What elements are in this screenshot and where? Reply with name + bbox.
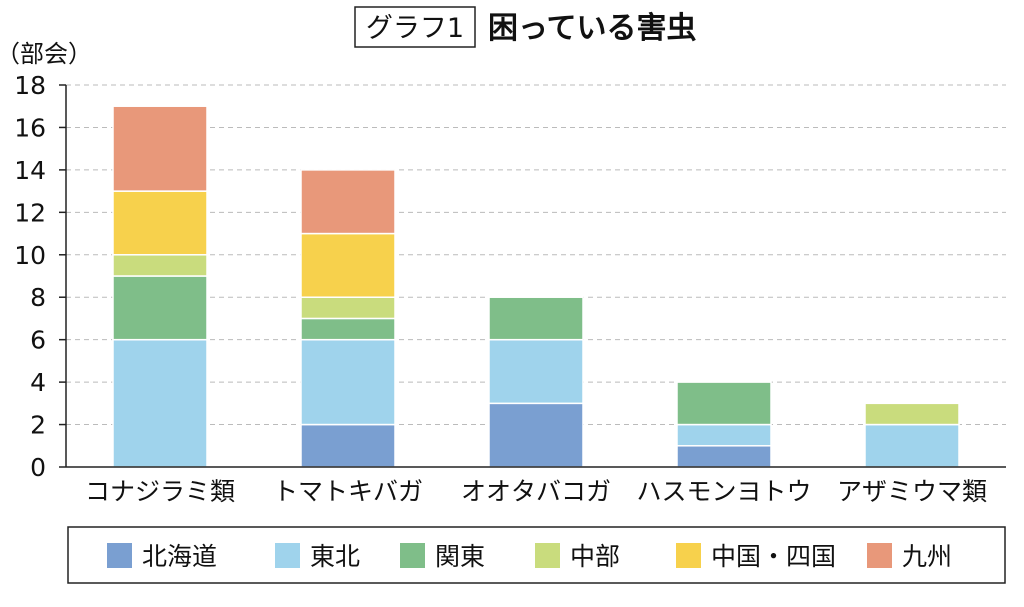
- legend-item: 中国・四国: [676, 542, 836, 571]
- y-tick-label: 8: [30, 283, 46, 312]
- legend-label: 中国・四国: [711, 542, 836, 571]
- legend-item: 中部: [535, 542, 620, 571]
- x-tick-label: ハスモンヨトウ: [636, 477, 811, 506]
- y-tick-label: 4: [30, 368, 46, 397]
- legend-item: 関東: [400, 542, 485, 571]
- y-tick-label: 10: [14, 241, 46, 270]
- bar-segment-3-1: [676, 423, 772, 447]
- bar-segment-3-0: [676, 445, 772, 468]
- bar-segment-0-2: [112, 275, 208, 341]
- legend-label: 北海道: [142, 542, 217, 571]
- bar-segment-4-1: [864, 423, 960, 468]
- bar-segment-1-3: [300, 296, 396, 320]
- legend-swatch: [535, 543, 560, 568]
- bar-segment-0-3: [112, 254, 208, 277]
- y-tick-label: 14: [14, 156, 46, 185]
- x-tick-label: トマトキバガ: [273, 477, 423, 506]
- legend-label: 東北: [310, 542, 360, 571]
- bar-segment-2-0: [488, 402, 584, 468]
- legend-label: 九州: [902, 542, 952, 571]
- y-axis-label: （部会）: [0, 40, 92, 68]
- y-tick-label: 12: [14, 198, 46, 227]
- bar-segment-0-1: [112, 338, 208, 468]
- chart-title: グラフ1 困っている害虫: [354, 6, 697, 48]
- y-tick-label: 16: [14, 113, 46, 142]
- legend-swatch: [275, 543, 300, 568]
- bar-segment-0-4: [112, 190, 208, 256]
- legend-swatch: [676, 543, 701, 568]
- bar-segment-0-5: [112, 105, 208, 192]
- x-tick-label: アザミウマ類: [837, 477, 987, 506]
- bar-segment-1-5: [300, 169, 396, 235]
- legend-swatch: [107, 543, 132, 568]
- legend-label: 中部: [570, 542, 620, 571]
- bar-segment-4-3: [864, 402, 960, 426]
- legend-label: 関東: [435, 542, 485, 571]
- title-tag: グラフ1: [366, 13, 464, 44]
- title-tag-box: [354, 6, 476, 48]
- legend-swatch: [400, 543, 425, 568]
- bar-segment-2-2: [488, 296, 584, 341]
- bar-segment-3-2: [676, 381, 772, 426]
- legend-item: 東北: [275, 542, 360, 571]
- legend-item: 九州: [867, 542, 952, 571]
- x-tick-label: オオタバコガ: [461, 477, 611, 506]
- bar-segment-1-1: [300, 338, 396, 426]
- y-tick-label: 18: [14, 71, 46, 100]
- bar-segment-1-0: [300, 423, 396, 468]
- x-tick-label: コナジラミ類: [85, 477, 235, 506]
- legend-item: 北海道: [107, 542, 217, 571]
- title-text: 困っている害虫: [488, 11, 697, 46]
- y-tick-label: 2: [30, 411, 46, 440]
- bar-segment-2-1: [488, 338, 584, 405]
- y-tick-label: 0: [30, 453, 46, 482]
- bar-segment-1-2: [300, 317, 396, 341]
- y-tick-label: 6: [30, 326, 46, 355]
- bar-segment-1-4: [300, 232, 396, 298]
- legend-swatch: [867, 543, 892, 568]
